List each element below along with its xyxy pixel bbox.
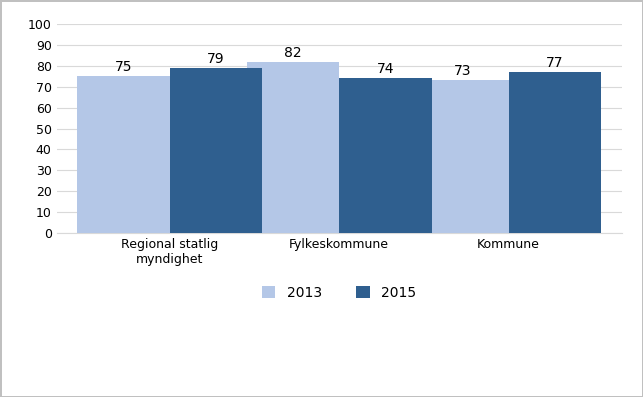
- Bar: [247, 62, 339, 233]
- Text: 77: 77: [546, 56, 563, 70]
- Bar: [339, 78, 431, 233]
- Text: 75: 75: [114, 60, 132, 74]
- Bar: [77, 76, 170, 233]
- Bar: [416, 81, 509, 233]
- Text: 79: 79: [207, 52, 224, 66]
- Text: 82: 82: [284, 46, 302, 60]
- Text: 74: 74: [377, 62, 394, 76]
- Bar: [509, 72, 601, 233]
- Text: 73: 73: [453, 64, 471, 78]
- Legend: 2013, 2015: 2013, 2015: [256, 281, 422, 306]
- Bar: [170, 68, 262, 233]
